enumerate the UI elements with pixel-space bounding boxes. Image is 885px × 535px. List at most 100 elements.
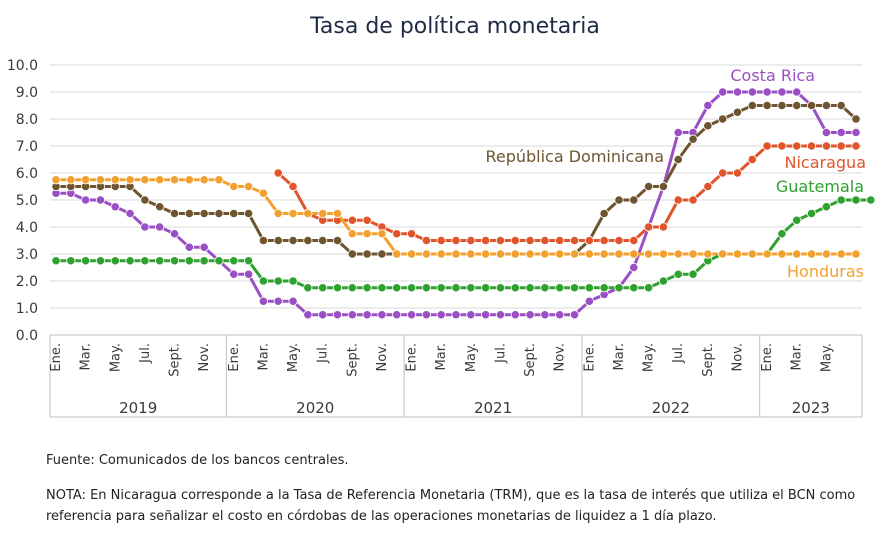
data-point-honduras bbox=[732, 249, 743, 259]
x-tick-label: Ene. bbox=[760, 343, 775, 372]
series-group bbox=[51, 87, 876, 320]
data-point-nicaragua bbox=[584, 235, 594, 246]
data-point-costa-rica bbox=[821, 127, 831, 138]
series-line-nicaragua bbox=[277, 144, 856, 242]
data-point-guatemala bbox=[658, 276, 669, 286]
data-point-republica-dominicana bbox=[703, 121, 713, 131]
data-point-honduras bbox=[747, 249, 757, 259]
data-point-guatemala bbox=[673, 269, 683, 279]
data-point-nicaragua bbox=[495, 235, 506, 246]
data-point-honduras bbox=[643, 249, 654, 259]
x-tick-label: May. bbox=[642, 343, 657, 372]
data-point-nicaragua bbox=[643, 222, 654, 232]
data-point-republica-dominicana bbox=[199, 208, 209, 219]
data-point-republica-dominicana bbox=[836, 100, 846, 111]
data-point-guatemala bbox=[377, 283, 387, 293]
data-point-nicaragua bbox=[732, 168, 743, 178]
data-point-honduras bbox=[362, 229, 372, 239]
year-label: 2022 bbox=[652, 399, 690, 417]
data-point-guatemala bbox=[481, 283, 491, 293]
x-tick-label: May. bbox=[286, 343, 301, 372]
data-point-republica-dominicana bbox=[777, 100, 787, 111]
data-point-guatemala bbox=[643, 283, 654, 293]
data-point-costa-rica bbox=[510, 310, 520, 320]
data-point-honduras bbox=[243, 181, 254, 192]
data-point-honduras bbox=[406, 249, 417, 259]
data-point-honduras bbox=[718, 249, 728, 259]
data-point-costa-rica bbox=[555, 310, 565, 320]
data-point-nicaragua bbox=[599, 235, 609, 246]
data-point-honduras bbox=[599, 249, 609, 259]
data-point-nicaragua bbox=[273, 168, 283, 178]
data-point-costa-rica bbox=[495, 310, 506, 320]
line-chart: Tasa de política monetaria 0.0 1.0 2.0 3.0 4… bbox=[7, 14, 876, 418]
data-point-honduras bbox=[421, 249, 431, 259]
data-point-costa-rica bbox=[569, 310, 580, 320]
x-tick-label: Ene. bbox=[582, 343, 597, 372]
data-point-guatemala bbox=[347, 283, 357, 293]
data-point-republica-dominicana bbox=[155, 202, 165, 212]
data-point-honduras bbox=[481, 249, 491, 259]
data-point-honduras bbox=[451, 249, 461, 259]
data-point-nicaragua bbox=[288, 181, 298, 192]
data-point-costa-rica bbox=[777, 87, 787, 97]
data-point-costa-rica bbox=[629, 262, 639, 273]
data-point-republica-dominicana bbox=[184, 208, 194, 219]
x-tick-label: May. bbox=[464, 343, 479, 372]
year-label: 2020 bbox=[296, 399, 334, 417]
data-point-republica-dominicana bbox=[732, 107, 743, 117]
data-point-costa-rica bbox=[155, 222, 165, 232]
x-tick-label: Jul. bbox=[671, 343, 686, 364]
data-point-honduras bbox=[569, 249, 580, 259]
data-point-honduras bbox=[169, 175, 180, 185]
data-point-republica-dominicana bbox=[377, 249, 387, 259]
series-label-nicaragua: Nicaragua bbox=[785, 153, 867, 172]
data-point-republica-dominicana bbox=[332, 235, 343, 246]
data-point-honduras bbox=[51, 175, 61, 185]
data-point-costa-rica bbox=[377, 310, 387, 320]
data-point-republica-dominicana bbox=[629, 195, 639, 205]
data-point-costa-rica bbox=[258, 296, 269, 306]
data-point-nicaragua bbox=[555, 235, 565, 246]
data-point-nicaragua bbox=[421, 235, 431, 246]
data-point-guatemala bbox=[688, 269, 698, 279]
data-point-guatemala bbox=[599, 283, 609, 293]
data-point-honduras bbox=[392, 249, 402, 259]
x-tick-label: Mar. bbox=[790, 343, 805, 370]
data-point-honduras bbox=[836, 249, 846, 259]
data-point-honduras bbox=[140, 175, 150, 185]
data-point-republica-dominicana bbox=[303, 235, 313, 246]
data-point-republica-dominicana bbox=[792, 100, 802, 111]
data-point-costa-rica bbox=[836, 127, 846, 138]
y-tick-label: 6.0 bbox=[16, 166, 38, 182]
data-point-honduras bbox=[525, 249, 535, 259]
data-point-nicaragua bbox=[466, 235, 476, 246]
data-point-costa-rica bbox=[451, 310, 461, 320]
data-point-republica-dominicana bbox=[214, 208, 224, 219]
data-point-nicaragua bbox=[436, 235, 446, 246]
data-point-nicaragua bbox=[806, 141, 817, 151]
data-point-costa-rica bbox=[347, 310, 357, 320]
source-note: Fuente: Comunicados de los bancos centra… bbox=[46, 453, 349, 468]
x-tick-label: Sept. bbox=[345, 343, 360, 377]
chart-title: Tasa de política monetaria bbox=[309, 14, 600, 39]
series-label-honduras: Honduras bbox=[787, 262, 864, 281]
data-point-republica-dominicana bbox=[762, 100, 772, 111]
data-point-costa-rica bbox=[406, 310, 417, 320]
x-tick-label: Jul. bbox=[493, 343, 508, 364]
data-point-nicaragua bbox=[747, 154, 757, 165]
data-point-costa-rica bbox=[792, 87, 802, 97]
data-point-nicaragua bbox=[836, 141, 846, 151]
data-point-costa-rica bbox=[229, 269, 239, 279]
data-point-guatemala bbox=[140, 256, 150, 266]
data-point-honduras bbox=[199, 175, 209, 185]
data-point-guatemala bbox=[243, 256, 254, 266]
data-point-guatemala bbox=[66, 256, 76, 266]
data-point-guatemala bbox=[362, 283, 372, 293]
y-tick-label: 5.0 bbox=[16, 193, 38, 209]
data-point-costa-rica bbox=[421, 310, 431, 320]
x-tick-label: Sept. bbox=[701, 343, 716, 377]
data-point-honduras bbox=[510, 249, 520, 259]
data-point-nicaragua bbox=[362, 215, 372, 225]
data-point-honduras bbox=[125, 175, 135, 185]
